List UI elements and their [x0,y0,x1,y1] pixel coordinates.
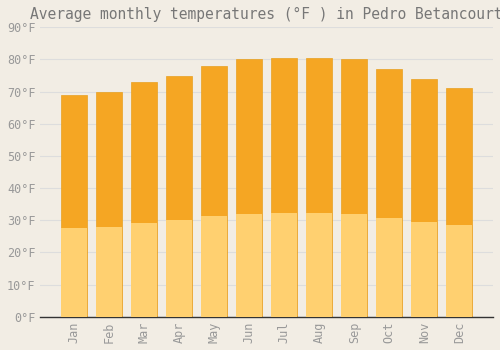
Bar [446,225,472,317]
Bar [376,218,402,317]
Bar [96,227,122,317]
Bar [166,220,192,317]
Bar [271,58,297,317]
Bar [271,213,297,317]
Bar [411,222,438,317]
Bar [131,223,157,317]
Bar [166,76,192,317]
Bar [341,214,367,317]
Bar [201,216,228,317]
Bar [376,69,402,317]
Bar [341,60,367,317]
Bar [236,214,262,317]
Bar [306,58,332,317]
Bar [446,89,472,317]
Bar [61,95,87,317]
Bar [306,213,332,317]
Bar [131,82,157,317]
Bar [96,92,122,317]
Bar [411,79,438,317]
Bar [201,66,228,317]
Bar [236,60,262,317]
Bar [61,228,87,317]
Title: Average monthly temperatures (°F ) in Pedro Betancourt: Average monthly temperatures (°F ) in Pe… [30,7,500,22]
